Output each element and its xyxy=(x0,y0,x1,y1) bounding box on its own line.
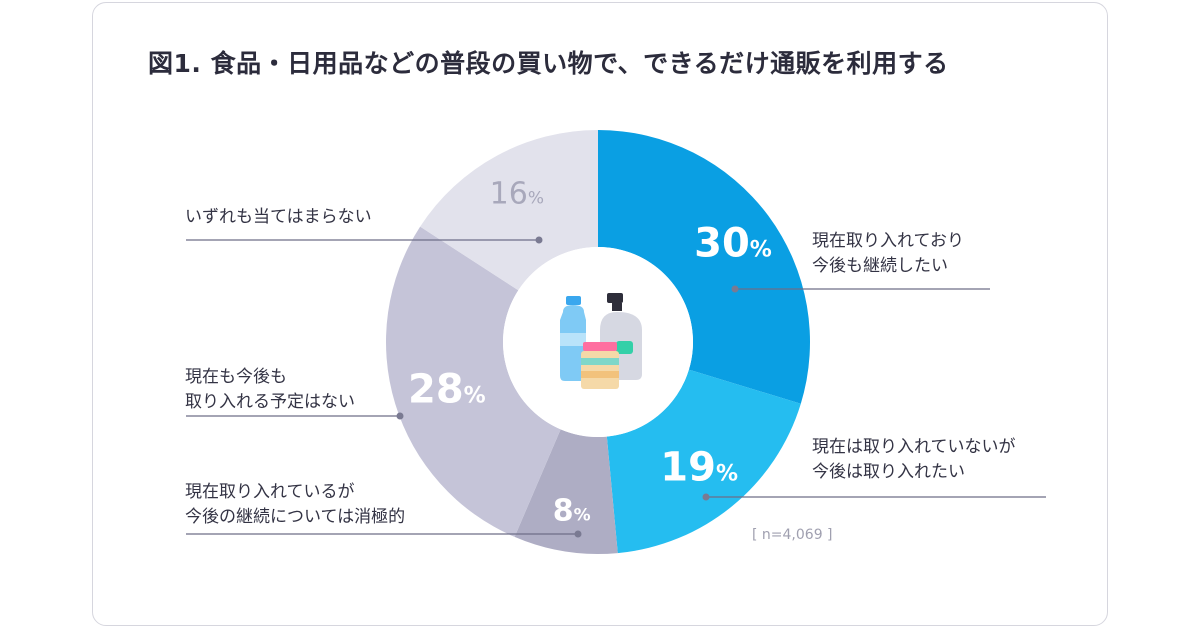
donut-slice-2 xyxy=(514,429,618,554)
donut-slice-1 xyxy=(606,369,801,554)
donut-slice-3 xyxy=(386,226,561,537)
slice-label-3: 現在も今後も 取り入れる予定はない xyxy=(185,367,355,412)
slice-label-0: 現在取り入れており 今後も継続したい xyxy=(812,231,964,276)
percent-label-0: 30% xyxy=(694,220,772,266)
leader-dot-0 xyxy=(731,285,739,293)
leader-dot-2 xyxy=(574,530,582,538)
donut-slice-0 xyxy=(598,130,810,404)
percent-label-2: 8% xyxy=(553,494,591,529)
percent-label-3: 28% xyxy=(408,366,486,412)
percent-label-4: 16% xyxy=(490,176,544,211)
bottles-icon xyxy=(560,293,642,389)
sample-size-note: [ n=4,069 ] xyxy=(752,527,833,543)
percent-label-1: 19% xyxy=(660,444,738,490)
slice-label-2: 現在取り入れているが 今後の継続については消極的 xyxy=(185,482,406,527)
chart-title: 図1. 食品・日用品などの普段の買い物で、できるだけ通販を利用する xyxy=(148,49,949,78)
slice-label-1: 現在は取り入れていないが 今後は取り入れたい xyxy=(812,437,1016,482)
leader-dot-1 xyxy=(702,493,710,501)
leader-dot-3 xyxy=(396,412,404,420)
slice-label-4: いずれも当てはまらない xyxy=(185,207,372,227)
donut-slice-4 xyxy=(420,130,598,291)
leader-dot-4 xyxy=(535,236,543,244)
